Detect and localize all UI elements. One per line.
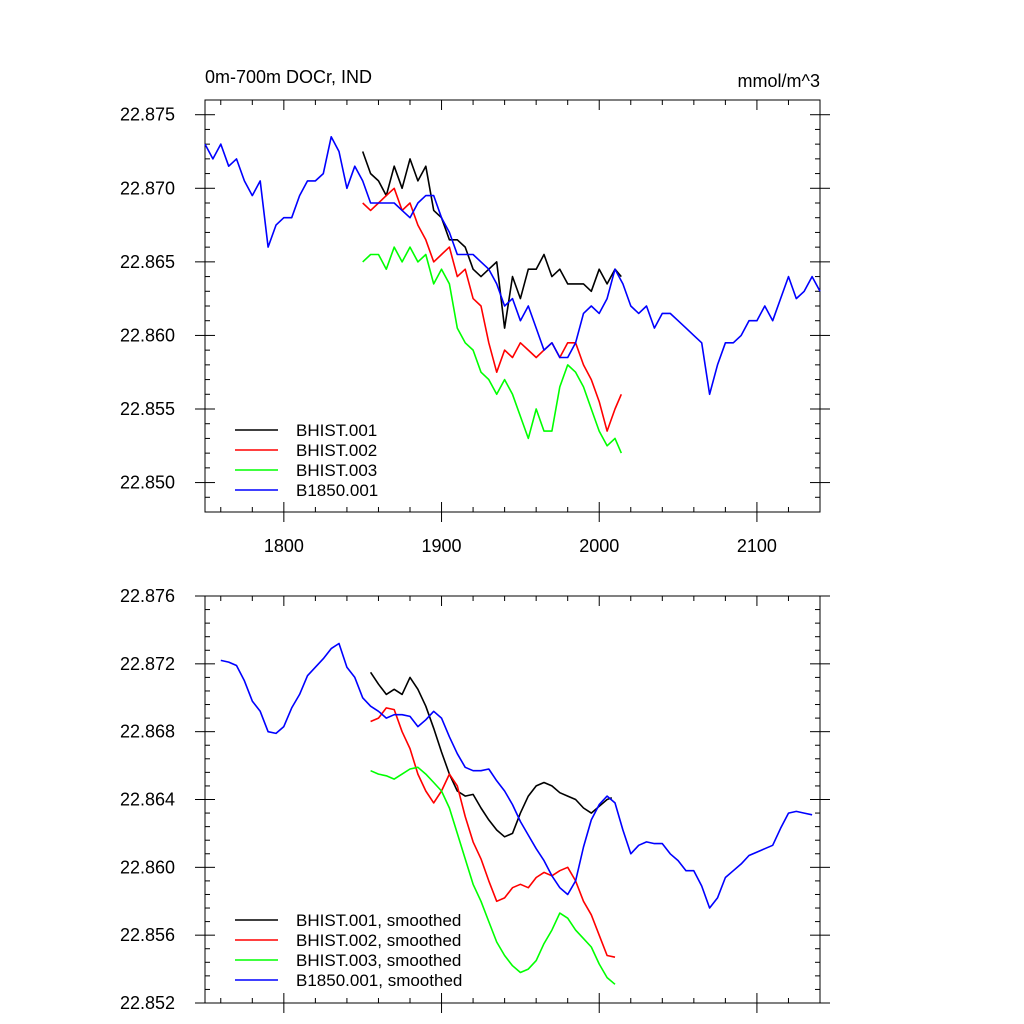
top-y-tick-label: 22.865 [120, 252, 175, 272]
top-y-tick-label: 22.875 [120, 105, 175, 125]
bottom-y-tick-label: 22.876 [120, 586, 175, 606]
top-x-tick-label: 1800 [264, 536, 304, 556]
top-y-tick-label: 22.855 [120, 399, 175, 419]
bottom-legend-label-4: B1850.001, smoothed [296, 971, 462, 990]
top-series-line-4 [204, 136, 821, 396]
bottom-series-line-3 [370, 766, 616, 985]
bottom-series-line-2 [370, 707, 616, 958]
bottom-y-tick-label: 22.860 [120, 857, 175, 877]
top-x-tick-label: 2000 [579, 536, 619, 556]
top-series-line-3 [362, 246, 623, 454]
top-series-line-1 [361, 151, 622, 329]
bottom-y-tick-label: 22.872 [120, 654, 175, 674]
top-y-tick-label: 22.870 [120, 178, 175, 198]
top-x-tick-label: 1900 [422, 536, 462, 556]
top-series-group [204, 136, 821, 454]
bottom-y-tick-label: 22.856 [120, 925, 175, 945]
bottom-axis-ticks: 22.852 22.856 22.860 22.864 22.868 22.872 22.8… [120, 586, 830, 1013]
top-y-tick-label: 22.860 [120, 325, 175, 345]
bottom-y-tick-label: 22.864 [120, 790, 175, 810]
bottom-series-line-1 [369, 671, 613, 838]
top-chart-panel: 0m-700m DOCr, IND mmol/m^3 1800 1900 2000 2… [120, 67, 830, 556]
top-legend-label-4: B1850.001 [296, 481, 378, 500]
top-x-tick-label: 2100 [737, 536, 777, 556]
bottom-y-tick-label: 22.852 [120, 993, 175, 1013]
top-legend-label-3: BHIST.003 [296, 461, 377, 480]
top-legend-label-1: BHIST.001 [296, 421, 377, 440]
bottom-legend-label-1: BHIST.001, smoothed [296, 911, 461, 930]
top-chart-title: 0m-700m DOCr, IND [205, 67, 372, 87]
top-y-tick-label: 22.850 [120, 473, 175, 493]
bottom-legend-label-2: BHIST.002, smoothed [296, 931, 461, 950]
top-chart-units: mmol/m^3 [738, 71, 820, 91]
bottom-chart-panel: 22.852 22.856 22.860 22.864 22.868 22.872 22.8… [120, 586, 830, 1013]
top-axis-ticks: 1800 1900 2000 2100 22.850 22.855 22.860 22.865… [120, 99, 830, 556]
bottom-y-tick-label: 22.868 [120, 722, 175, 742]
bottom-series-group [220, 642, 813, 985]
bottom-series-line-4 [220, 642, 813, 909]
bottom-legend-label-3: BHIST.003, smoothed [296, 951, 461, 970]
top-legend-label-2: BHIST.002 [296, 441, 377, 460]
top-series-line-2 [362, 187, 623, 432]
